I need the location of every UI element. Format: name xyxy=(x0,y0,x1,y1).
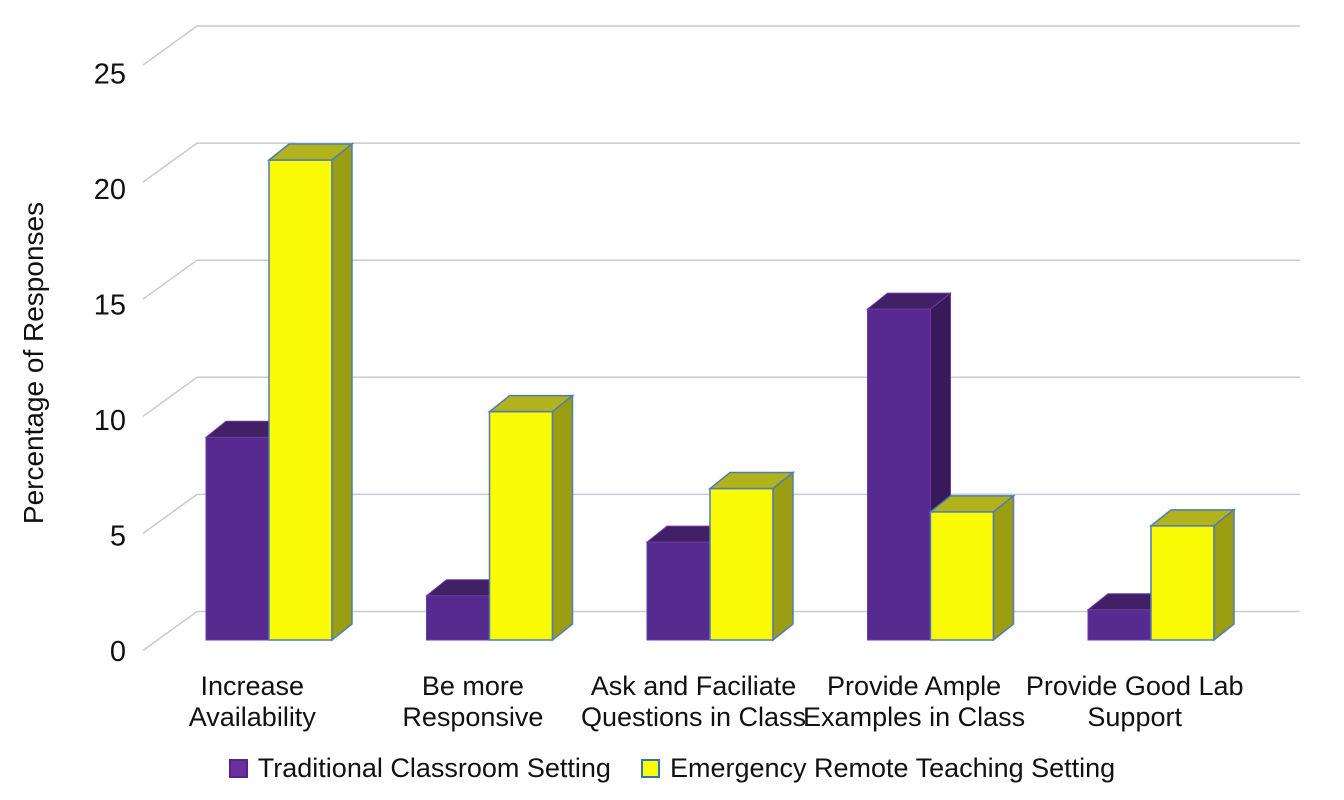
bar-front-face xyxy=(426,595,490,641)
bar-front-face xyxy=(1087,609,1152,641)
bar-front-face xyxy=(709,487,774,641)
bar-traditional-3 xyxy=(866,292,952,642)
bar-emergency-2 xyxy=(707,470,796,642)
bar-emergency-4 xyxy=(1148,508,1237,642)
bar-side-face xyxy=(1213,508,1235,642)
legend-label-emergency: Emergency Remote Teaching Setting xyxy=(669,753,1116,783)
y-tick-label: 0 xyxy=(110,636,126,668)
legend-swatch-emergency-icon xyxy=(640,759,660,778)
gridline-tick-leader xyxy=(142,142,198,183)
legend-label-traditional: Traditional Classroom Setting xyxy=(257,753,611,783)
gridline-tick-leader xyxy=(142,610,198,652)
bar-front-face xyxy=(268,159,333,641)
legend: Traditional Classroom Setting Emergency … xyxy=(0,753,1344,784)
x-category-label: Ask and Faciliate Questions in Class xyxy=(581,671,806,732)
bar-front-face xyxy=(205,436,270,641)
bar-side-face xyxy=(331,142,353,642)
legend-item-emergency: Emergency Remote Teaching Setting xyxy=(640,753,1116,784)
bar-side-face xyxy=(992,494,1015,642)
bar-front-face xyxy=(488,410,554,641)
bar-emergency-1 xyxy=(487,394,575,642)
y-tick-label: 20 xyxy=(94,174,126,206)
bar-emergency-3 xyxy=(928,494,1016,642)
legend-swatch-traditional-icon xyxy=(228,759,248,778)
y-tick-label: 15 xyxy=(94,290,126,322)
bar-front-face xyxy=(867,308,931,641)
bar-side-face xyxy=(772,470,794,642)
y-tick-label: 5 xyxy=(110,521,126,553)
x-category-label: Provide Ample Examples in Class xyxy=(803,671,1025,732)
bar-front-face xyxy=(1150,525,1215,641)
bar-front-face xyxy=(646,541,711,641)
y-tick-label: 10 xyxy=(94,405,126,437)
gridline-tick-leader xyxy=(142,493,198,535)
gridline-tick-leader xyxy=(142,259,198,300)
gridline-tick-leader xyxy=(142,376,198,417)
y-tick-label: 25 xyxy=(94,59,126,91)
bar-emergency-0 xyxy=(266,142,355,642)
x-category-label: Provide Good Lab Support xyxy=(1026,671,1244,732)
gridline-tick-leader xyxy=(142,25,198,66)
y-axis-title: Percentage of Responses xyxy=(18,201,49,525)
x-category-label: Increase Availability xyxy=(189,671,317,732)
x-category-label: Be more Responsive xyxy=(402,671,543,732)
bar-side-face xyxy=(551,394,574,642)
bar-front-face xyxy=(929,511,995,641)
legend-item-traditional: Traditional Classroom Setting xyxy=(228,753,611,784)
